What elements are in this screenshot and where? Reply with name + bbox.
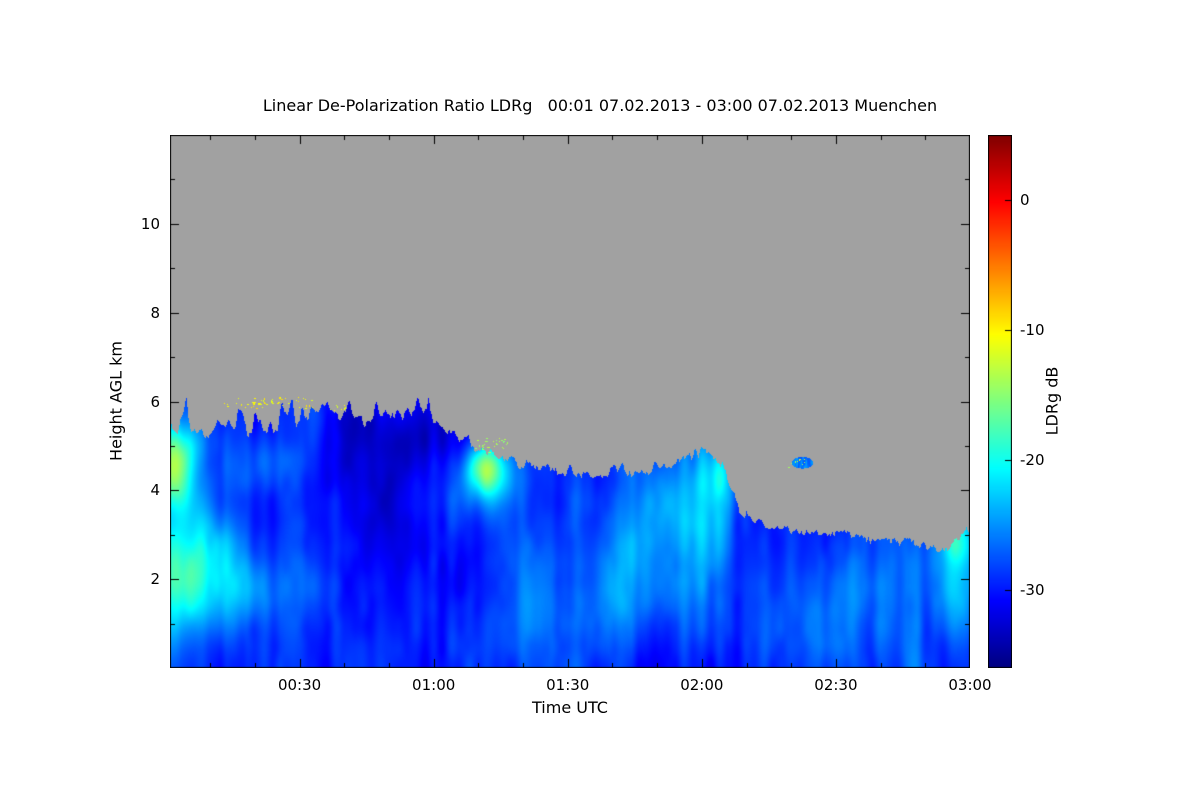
colorbar-canvas — [988, 135, 1012, 668]
chart-title: Linear De-Polarization Ratio LDRg 00:01 … — [262, 96, 938, 115]
y-tick-label: 6 — [150, 392, 160, 411]
colorbar-tick-label: 0 — [1020, 191, 1030, 209]
y-tick-label: 8 — [150, 303, 160, 322]
x-tick-label: 01:30 — [546, 676, 590, 694]
colorbar-tick-label: -20 — [1020, 451, 1045, 469]
x-tick-label: 01:00 — [412, 676, 456, 694]
colorbar-tick-label: -10 — [1020, 321, 1045, 339]
heatmap-canvas — [170, 135, 970, 668]
x-tick-label: 03:00 — [948, 676, 992, 694]
x-tick-label: 02:00 — [680, 676, 724, 694]
y-tick-label: 2 — [150, 570, 160, 589]
colorbar-label: LDRg dB — [1042, 366, 1062, 436]
x-tick-label: 00:30 — [277, 676, 322, 694]
x-tick-label: 02:30 — [814, 676, 858, 694]
y-tick-label: 4 — [150, 481, 160, 500]
y-tick-label: 10 — [140, 214, 160, 233]
colorbar-tick-label: -30 — [1020, 581, 1045, 599]
x-axis-label: Time UTC — [532, 698, 608, 717]
